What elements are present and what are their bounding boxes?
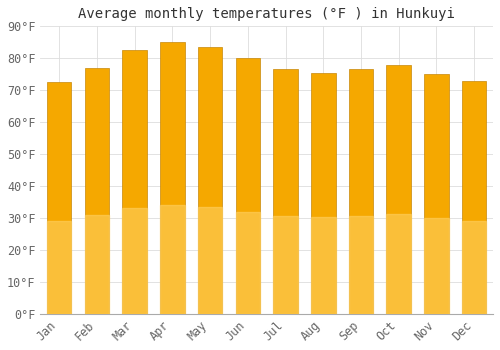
Bar (424, 74, 448, 314)
Bar (198, 207, 222, 314)
Title: Average monthly temperatures (°F ) in Hunkuyi: Average monthly temperatures (°F ) in Hu… (78, 7, 455, 21)
Bar (236, 58, 260, 314)
Bar (386, 214, 411, 314)
Bar (462, 80, 486, 314)
Bar (462, 220, 486, 314)
Bar (160, 205, 184, 314)
Bar (47, 82, 72, 314)
Bar (424, 218, 448, 314)
Bar (348, 69, 374, 314)
Bar (274, 69, 298, 314)
Bar (274, 216, 298, 314)
Bar (198, 47, 222, 314)
Bar (122, 50, 147, 314)
Bar (311, 72, 336, 314)
Bar (348, 216, 374, 314)
Bar (311, 217, 336, 314)
Bar (84, 216, 109, 314)
Bar (386, 65, 411, 314)
Bar (160, 42, 184, 314)
Bar (47, 221, 72, 314)
Bar (84, 68, 109, 314)
Bar (236, 212, 260, 314)
Bar (122, 209, 147, 314)
